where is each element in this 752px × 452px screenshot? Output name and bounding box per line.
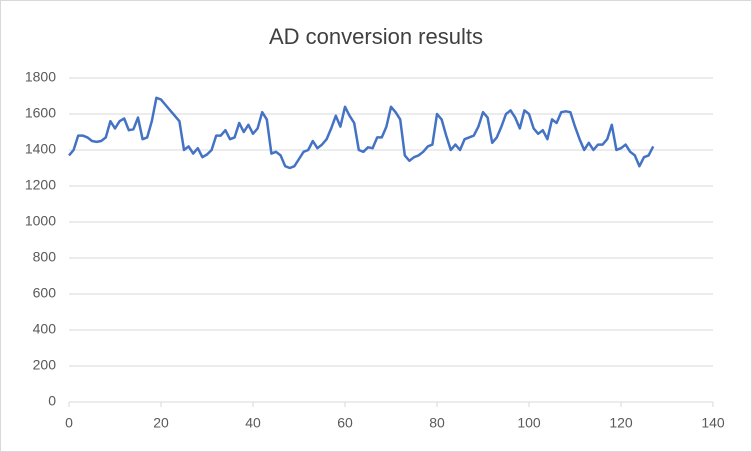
x-tick-label: 0 xyxy=(65,415,73,431)
x-tick-label: 40 xyxy=(245,415,261,431)
y-tick-label: 1600 xyxy=(25,105,56,121)
x-tick-label: 60 xyxy=(337,415,353,431)
x-tick-label: 120 xyxy=(609,415,633,431)
x-tick-label: 20 xyxy=(153,415,169,431)
y-tick-label: 600 xyxy=(33,285,57,301)
data-line xyxy=(68,96,655,170)
y-tick-label: 1800 xyxy=(25,69,56,85)
y-tick-label: 1000 xyxy=(25,213,56,229)
chart-title: AD conversion results xyxy=(269,24,483,49)
x-tick-label: 100 xyxy=(517,415,541,431)
y-tick-label: 1200 xyxy=(25,177,56,193)
y-tick-label: 400 xyxy=(33,321,57,337)
y-tick-label: 0 xyxy=(48,393,56,409)
y-tick-label: 1400 xyxy=(25,141,56,157)
y-tick-label: 200 xyxy=(33,357,57,373)
x-tick-label: 80 xyxy=(429,415,445,431)
y-tick-label: 800 xyxy=(33,249,57,265)
x-tick-label: 140 xyxy=(701,415,725,431)
